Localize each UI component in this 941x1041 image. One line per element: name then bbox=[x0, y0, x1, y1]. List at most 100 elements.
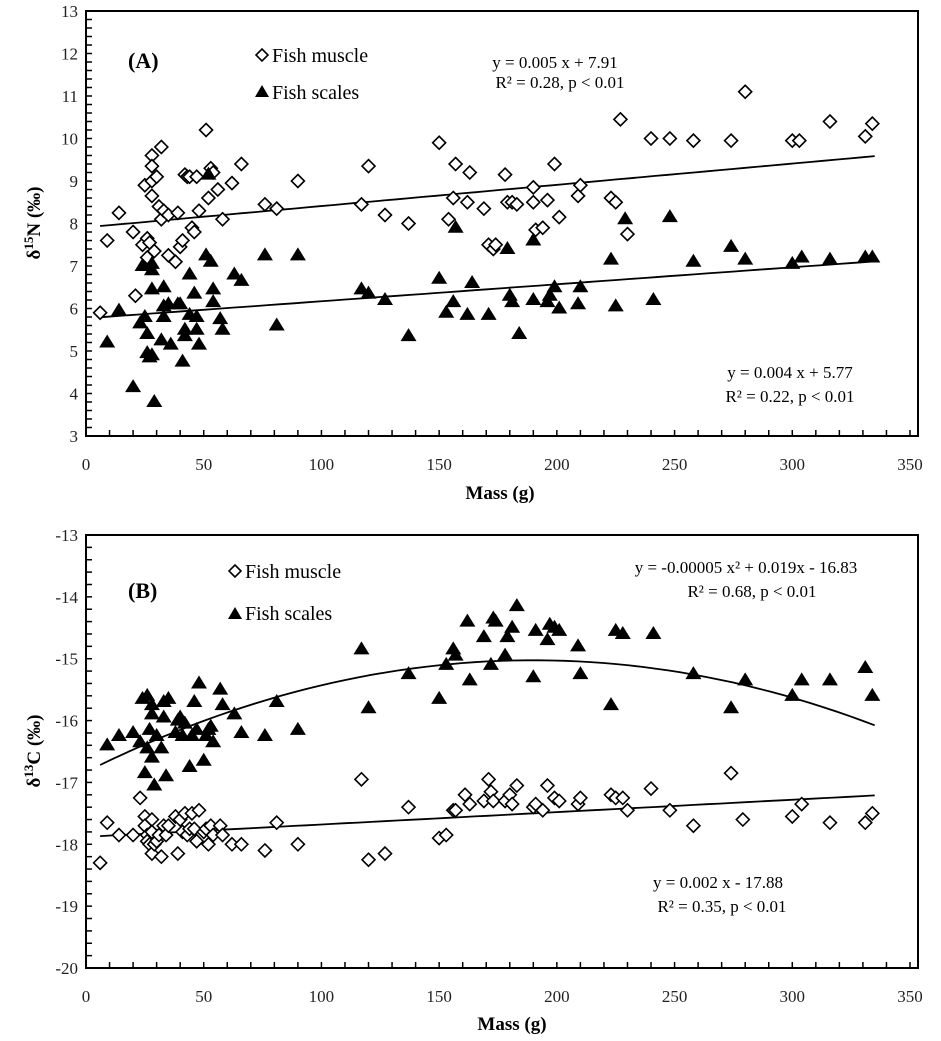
stats-muscle-a: R² = 0.28, p < 0.01 bbox=[495, 73, 624, 92]
point-fish-scales bbox=[146, 777, 163, 791]
equation-muscle-a: y = 0.005 x + 7.91 bbox=[492, 53, 617, 72]
point-fish-muscle bbox=[400, 799, 417, 815]
point-fish-scales bbox=[459, 306, 476, 320]
point-fish-muscle bbox=[400, 215, 417, 232]
point-fish-scales bbox=[431, 270, 448, 284]
y-tick-label: 9 bbox=[70, 172, 79, 191]
stats-scales-a: R² = 0.22, p < 0.01 bbox=[725, 387, 854, 406]
point-fish-muscle bbox=[214, 827, 231, 843]
point-fish-scales bbox=[525, 669, 542, 683]
y-tick-label: -19 bbox=[55, 897, 78, 916]
point-fish-muscle bbox=[92, 855, 108, 871]
point-fish-muscle bbox=[233, 836, 250, 852]
point-fish-scales bbox=[551, 300, 568, 314]
point-fish-muscle bbox=[210, 181, 226, 198]
point-fish-muscle bbox=[144, 188, 160, 204]
point-fish-muscle bbox=[353, 771, 370, 787]
point-fish-muscle bbox=[191, 203, 207, 219]
point-fish-muscle bbox=[290, 173, 306, 189]
point-fish-scales bbox=[160, 690, 177, 704]
point-fish-scales bbox=[864, 249, 881, 263]
point-fish-scales bbox=[214, 321, 231, 335]
point-fish-scales bbox=[256, 247, 273, 261]
point-fish-scales bbox=[541, 287, 558, 301]
y-tick-label: -15 bbox=[55, 650, 78, 669]
point-fish-muscle bbox=[864, 115, 880, 132]
legend-muscle-label-a: Fish muscle bbox=[272, 45, 368, 67]
point-fish-scales bbox=[181, 266, 198, 280]
point-fish-scales bbox=[268, 317, 285, 331]
stats-muscle-b: R² = 0.35, p < 0.01 bbox=[657, 897, 786, 916]
equation-scales-a: y = 0.004 x + 5.77 bbox=[727, 363, 853, 382]
point-fish-scales bbox=[737, 251, 754, 265]
point-fish-scales bbox=[176, 715, 193, 729]
x-tick-label: 200 bbox=[544, 987, 570, 1006]
point-fish-scales bbox=[376, 292, 393, 305]
point-fish-muscle bbox=[170, 205, 186, 221]
point-fish-scales bbox=[158, 768, 175, 782]
point-fish-scales bbox=[139, 740, 156, 754]
plot-area-b bbox=[85, 534, 919, 969]
point-fish-muscle bbox=[99, 815, 115, 831]
point-fish-scales bbox=[153, 332, 170, 346]
point-fish-muscle bbox=[791, 132, 807, 149]
point-fish-scales bbox=[685, 666, 702, 680]
point-fish-scales bbox=[214, 697, 231, 711]
y-tick-label: -20 bbox=[55, 959, 78, 978]
panel-b: 0 50 100 150 200 250 300 350 -20 -19 -18 -17 -16 -15 -… bbox=[21, 526, 923, 1035]
point-fish-scales bbox=[480, 306, 497, 320]
point-fish-muscle bbox=[551, 793, 567, 809]
y-tick-label: 3 bbox=[70, 427, 79, 446]
y-tick-label: 11 bbox=[62, 87, 78, 106]
point-fish-muscle bbox=[485, 793, 501, 809]
point-fish-scales bbox=[174, 353, 191, 367]
point-fish-scales bbox=[400, 328, 417, 342]
point-fish-muscle bbox=[170, 845, 186, 862]
y-tick-label: 13 bbox=[61, 2, 78, 21]
point-fish-muscle bbox=[476, 200, 492, 217]
point-fish-scales bbox=[139, 687, 156, 701]
point-fish-scales bbox=[353, 641, 370, 655]
point-fish-muscle bbox=[360, 852, 377, 868]
fit-line-fish-scales bbox=[100, 260, 875, 319]
point-fish-scales bbox=[226, 266, 243, 280]
y-tick-label: 6 bbox=[70, 300, 79, 319]
point-fish-muscle bbox=[662, 802, 678, 818]
point-fish-scales bbox=[864, 687, 881, 701]
x-tick-label: 0 bbox=[82, 455, 91, 474]
point-fish-muscle bbox=[480, 771, 497, 787]
point-fish-scales bbox=[125, 724, 142, 738]
legend-muscle-marker-b bbox=[227, 563, 243, 579]
point-fish-muscle bbox=[447, 156, 464, 172]
x-axis-label-b: Mass (g) bbox=[477, 1014, 546, 1035]
point-fish-scales bbox=[607, 298, 624, 312]
point-fish-scales bbox=[172, 296, 189, 310]
point-fish-muscle bbox=[224, 175, 240, 191]
point-fish-scales bbox=[438, 656, 455, 670]
y-tick-label: -14 bbox=[55, 588, 78, 607]
point-fish-scales bbox=[603, 251, 620, 265]
point-fish-muscle bbox=[447, 802, 464, 818]
point-fish-muscle bbox=[497, 166, 513, 183]
point-fish-muscle bbox=[459, 194, 476, 210]
point-fish-muscle bbox=[572, 177, 589, 193]
point-fish-muscle bbox=[619, 802, 636, 818]
point-fish-scales bbox=[857, 659, 874, 673]
point-fish-scales bbox=[504, 619, 521, 633]
point-fish-scales bbox=[176, 328, 193, 342]
point-fish-scales bbox=[110, 728, 127, 742]
point-fish-scales bbox=[617, 211, 634, 225]
point-fish-scales bbox=[188, 321, 205, 335]
point-fish-scales bbox=[360, 700, 377, 714]
point-fish-scales bbox=[191, 675, 208, 689]
point-fish-scales bbox=[570, 296, 587, 310]
y-tick-label: 10 bbox=[61, 130, 78, 149]
y-tick-label: 4 bbox=[70, 385, 79, 404]
point-fish-scales bbox=[447, 219, 464, 233]
point-fish-scales bbox=[445, 294, 462, 308]
point-fish-scales bbox=[99, 334, 116, 348]
y-tick-label: 5 bbox=[70, 342, 79, 361]
point-fish-scales bbox=[181, 758, 198, 772]
point-fish-scales bbox=[645, 625, 662, 639]
point-fish-muscle bbox=[431, 135, 447, 151]
